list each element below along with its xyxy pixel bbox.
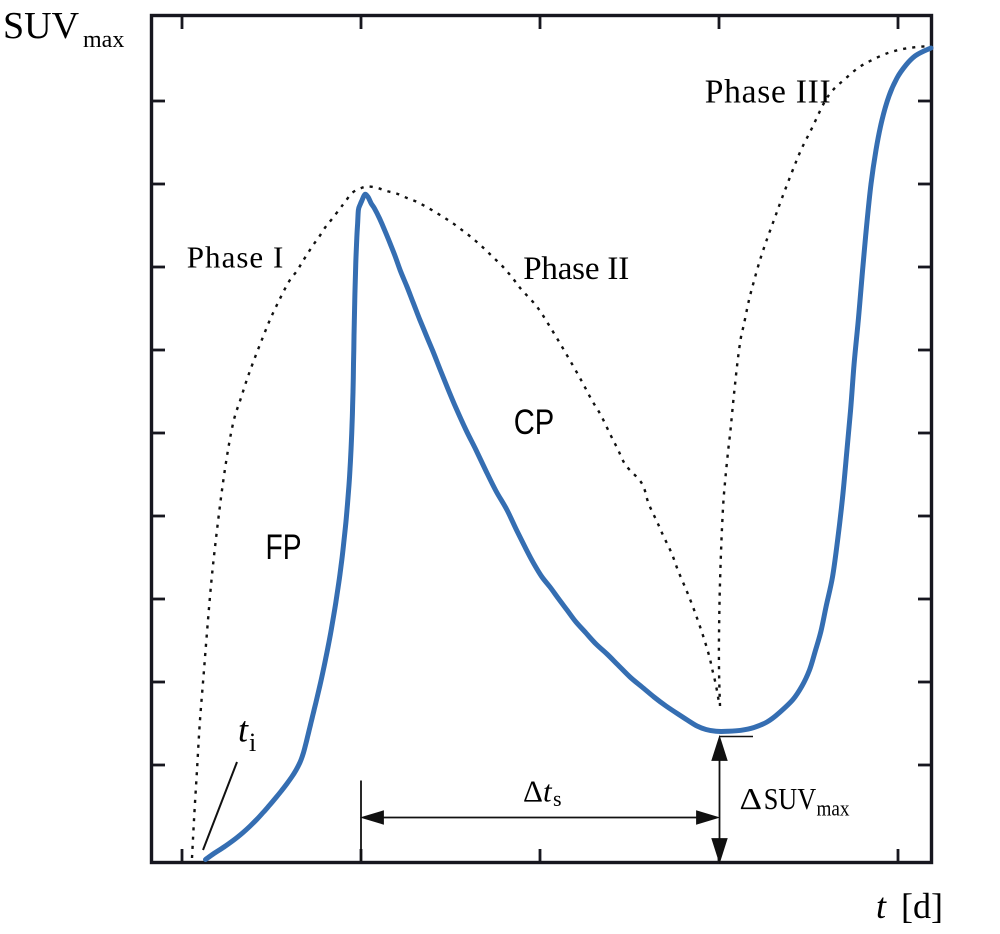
svg-text:max: max — [817, 796, 850, 821]
svg-text:Phase II: Phase II — [523, 251, 629, 287]
svg-text:t: t — [876, 886, 887, 926]
svg-text:Δ: Δ — [740, 781, 763, 816]
svg-text:Phase I: Phase I — [187, 239, 283, 274]
svg-text:FP: FP — [266, 527, 302, 567]
svg-text:i: i — [249, 728, 256, 757]
svg-text:t: t — [238, 710, 249, 750]
svg-text:CP: CP — [514, 402, 555, 442]
svg-text:Δt: Δt — [523, 774, 553, 809]
svg-text:[d]: [d] — [901, 886, 943, 926]
svg-text:Phase III: Phase III — [705, 74, 831, 111]
svg-text:SUV: SUV — [764, 781, 817, 816]
svg-text:SUV: SUV — [3, 5, 80, 47]
svg-text:s: s — [553, 786, 562, 811]
svg-text:max: max — [83, 27, 124, 53]
